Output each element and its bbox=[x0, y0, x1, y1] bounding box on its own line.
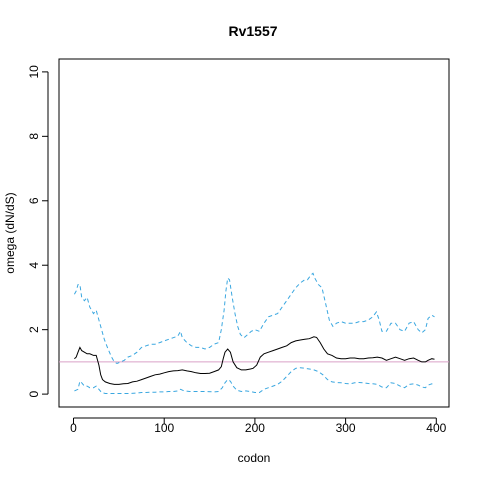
y-axis-label: omega (dN/dS) bbox=[3, 192, 17, 273]
y-tick-label: 10 bbox=[27, 65, 41, 79]
y-tick-label: 2 bbox=[27, 326, 41, 333]
series-line-lower-bound bbox=[74, 367, 435, 394]
y-tick-label: 6 bbox=[27, 197, 41, 204]
y-tick-label: 4 bbox=[27, 262, 41, 269]
series-layer bbox=[73, 272, 435, 394]
x-tick-label: 100 bbox=[154, 421, 174, 435]
chart-title: Rv1557 bbox=[228, 23, 277, 39]
x-axis: 0 100 200 300 400 bbox=[70, 417, 447, 435]
series-line-upper-bound bbox=[73, 272, 435, 365]
x-tick-label: 300 bbox=[336, 421, 356, 435]
plot-frame bbox=[58, 58, 450, 408]
y-tick-label: 8 bbox=[27, 133, 41, 140]
series-line-estimate bbox=[74, 336, 435, 385]
x-tick-label: 200 bbox=[245, 421, 265, 435]
y-tick-label: 0 bbox=[27, 390, 41, 397]
y-axis: 0 2 4 6 8 10 bbox=[27, 65, 49, 397]
x-tick-label: 0 bbox=[70, 421, 77, 435]
x-tick-label: 400 bbox=[426, 421, 446, 435]
x-axis-label: codon bbox=[238, 451, 271, 465]
